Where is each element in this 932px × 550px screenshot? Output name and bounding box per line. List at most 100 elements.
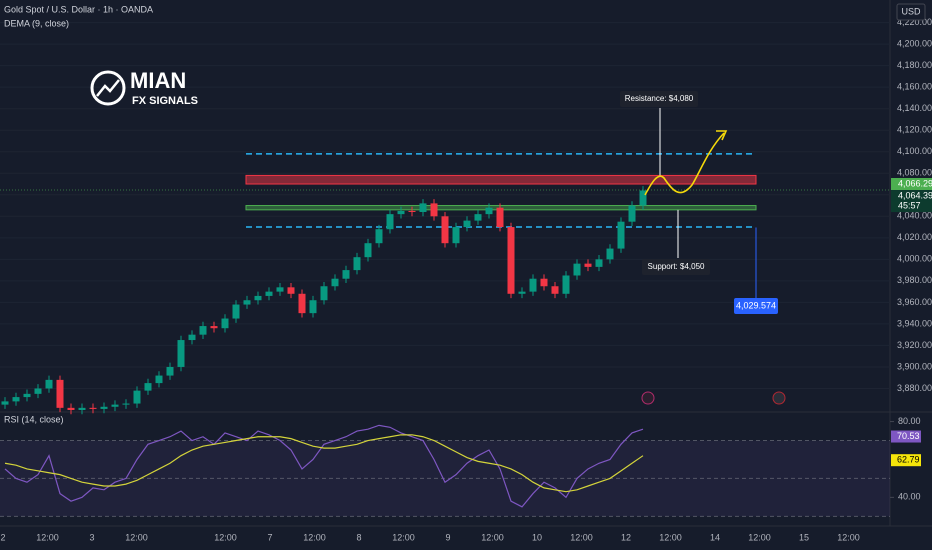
x-tick-label: 10 bbox=[532, 532, 542, 542]
candle-body bbox=[584, 263, 592, 267]
candle-body bbox=[199, 326, 207, 335]
x-tick-label: 12:00 bbox=[392, 532, 415, 542]
rsi-tag-label: 70.53 bbox=[897, 431, 920, 441]
rsi-tick-label: 80.00 bbox=[898, 416, 921, 426]
candle-body bbox=[254, 295, 262, 301]
y-tick-label: 4,040.000 bbox=[897, 211, 932, 221]
y-tick-label: 4,160.000 bbox=[897, 82, 932, 92]
x-tick-label: 9 bbox=[445, 532, 450, 542]
price-tag-label: 4,064.390 bbox=[898, 190, 932, 200]
candle-body bbox=[243, 300, 251, 305]
countdown: 45:57 bbox=[898, 200, 921, 210]
candle-body bbox=[111, 404, 119, 407]
candle-body bbox=[573, 263, 581, 276]
y-tick-label: 4,080.000 bbox=[897, 168, 932, 178]
candle-body bbox=[177, 340, 185, 367]
rsi-line bbox=[4, 434, 644, 493]
logo-title: MIAN bbox=[130, 68, 186, 93]
projection-curve bbox=[644, 132, 725, 196]
projection-arrowhead bbox=[716, 130, 728, 141]
y-tick-label: 4,100.000 bbox=[897, 146, 932, 156]
x-tick-label: 14 bbox=[710, 532, 720, 542]
rsi-title: RSI (14, close) bbox=[4, 414, 64, 424]
logo-ring bbox=[90, 70, 126, 106]
candle-body bbox=[386, 214, 394, 230]
x-tick-label: 12:00 bbox=[214, 532, 237, 542]
candle-body bbox=[67, 407, 75, 410]
candle-body bbox=[617, 221, 625, 249]
candle-body bbox=[474, 214, 482, 221]
y-tick-label: 4,200.000 bbox=[897, 38, 932, 48]
candle-body bbox=[144, 383, 152, 391]
candle-body bbox=[232, 304, 240, 319]
candle-body bbox=[265, 291, 273, 296]
candle-body bbox=[518, 291, 526, 294]
candle-body bbox=[188, 334, 196, 341]
y-tick-label: 3,920.000 bbox=[897, 340, 932, 350]
y-tick-label: 3,980.000 bbox=[897, 275, 932, 285]
x-tick-label: 12:00 bbox=[481, 532, 504, 542]
candle-body bbox=[320, 286, 328, 301]
candle-body bbox=[23, 393, 31, 398]
logo-arrow bbox=[96, 79, 120, 97]
zone bbox=[245, 174, 757, 185]
y-tick-label: 3,940.000 bbox=[897, 318, 932, 328]
y-tick-label: 4,020.000 bbox=[897, 232, 932, 242]
candle-body bbox=[331, 278, 339, 287]
x-tick-label: 12:00 bbox=[303, 532, 326, 542]
logo: MIAN FX SIGNALS bbox=[90, 68, 198, 107]
event-flag-icon[interactable] bbox=[772, 391, 786, 405]
candle-body bbox=[166, 366, 174, 376]
candle-body bbox=[276, 287, 284, 292]
event-icon[interactable] bbox=[641, 391, 655, 405]
x-tick-label: 12:00 bbox=[837, 532, 860, 542]
y-tick-label: 4,220.000 bbox=[897, 17, 932, 27]
candle-body bbox=[595, 259, 603, 267]
candle-body bbox=[221, 318, 229, 329]
candle-body bbox=[441, 216, 449, 244]
x-tick-label: 12:00 bbox=[748, 532, 771, 542]
candle-body bbox=[287, 287, 295, 294]
candle-body bbox=[155, 375, 163, 384]
candle-body bbox=[540, 278, 548, 287]
rsi-tag-label: 62.79 bbox=[897, 455, 920, 465]
candle-body bbox=[628, 205, 636, 222]
candle-body bbox=[463, 220, 471, 228]
candle-body bbox=[606, 248, 614, 260]
candle-body bbox=[452, 227, 460, 244]
price-tag bbox=[891, 190, 932, 203]
x-tick-label: 12:00 bbox=[36, 532, 59, 542]
candle-body bbox=[375, 229, 383, 244]
resistance-label: Resistance: $4,080 bbox=[625, 94, 694, 103]
candle-body bbox=[309, 300, 317, 314]
candle-body bbox=[496, 207, 504, 228]
candle-body bbox=[408, 210, 416, 212]
candle-body bbox=[342, 270, 350, 279]
candle-body bbox=[210, 326, 218, 329]
rsi-line bbox=[4, 424, 644, 508]
candle-body bbox=[298, 293, 306, 314]
candle-body bbox=[397, 210, 405, 215]
y-tick-label: 3,960.000 bbox=[897, 297, 932, 307]
logo-subtitle: FX SIGNALS bbox=[132, 95, 198, 107]
x-tick-label: 8 bbox=[356, 532, 361, 542]
candle-body bbox=[353, 257, 361, 271]
chart-title: Gold Spot / U.S. Dollar · 1h · OANDA bbox=[4, 4, 153, 14]
candle-body bbox=[430, 203, 438, 217]
callout-box bbox=[642, 259, 710, 275]
price-tag bbox=[891, 178, 932, 191]
x-tick-label: 12:00 bbox=[125, 532, 148, 542]
candle-body bbox=[122, 403, 130, 405]
candle-body bbox=[485, 207, 493, 215]
currency: USD bbox=[901, 6, 921, 16]
x-tick-label: 15 bbox=[799, 532, 809, 542]
candle-body bbox=[1, 401, 9, 405]
indicator-label: DEMA (9, close) bbox=[4, 18, 69, 28]
x-tick-label: 7 bbox=[267, 532, 272, 542]
rsi-tick-label: 40.00 bbox=[898, 492, 921, 502]
currency-button[interactable] bbox=[896, 3, 926, 21]
candle-body bbox=[100, 406, 108, 409]
plot: 3,880.000 3,900.000 3,920.000 3,940.000 3,96… bbox=[0, 17, 932, 542]
